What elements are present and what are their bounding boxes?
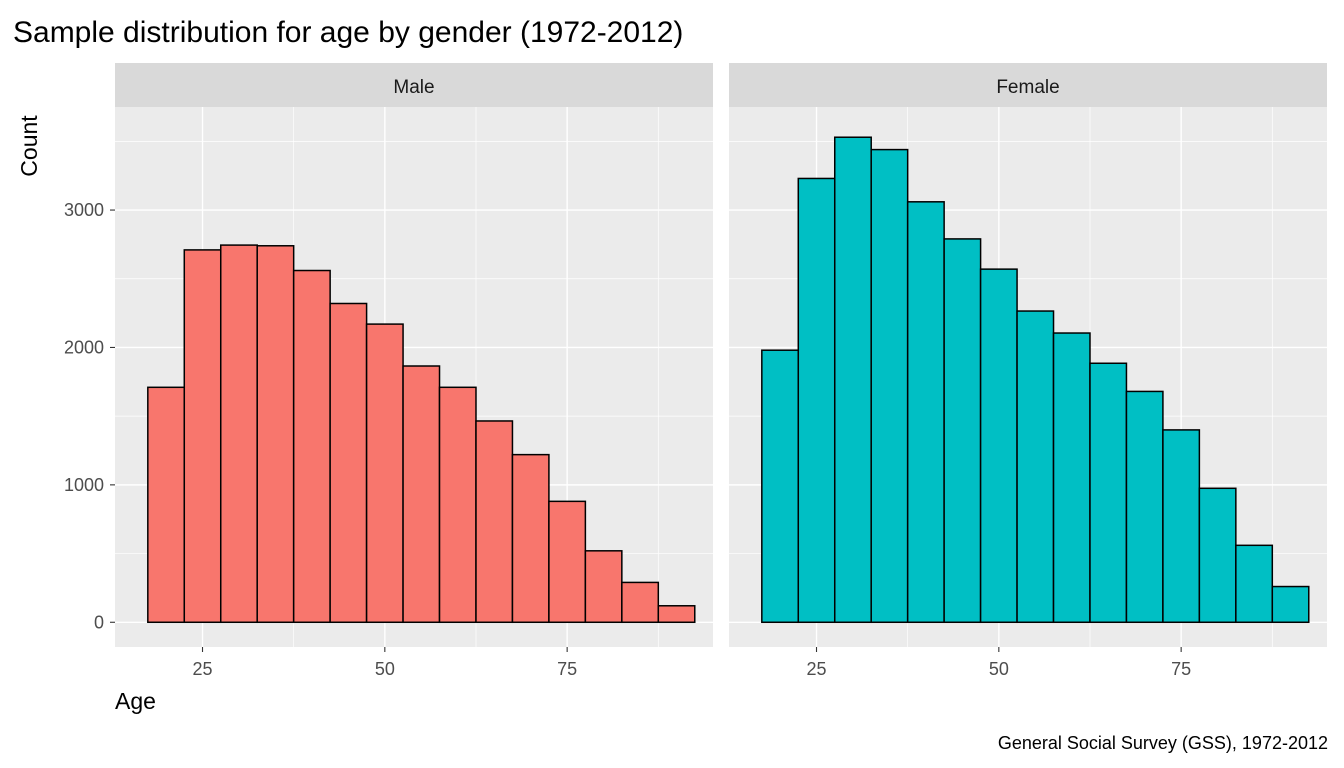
histogram-bar bbox=[511, 453, 550, 624]
histogram-bar bbox=[475, 420, 514, 624]
histogram-bar bbox=[147, 386, 186, 624]
x-tick-label: 25 bbox=[192, 659, 212, 679]
histogram-bar bbox=[761, 349, 800, 624]
histogram-bar bbox=[402, 365, 441, 624]
y-tick-label: 0 bbox=[94, 612, 104, 632]
histogram-bar bbox=[1089, 362, 1128, 624]
histogram-bar bbox=[329, 302, 368, 624]
chart-title: Sample distribution for age by gender (1… bbox=[13, 16, 683, 49]
x-tick-label: 50 bbox=[989, 659, 1009, 679]
y-tick-label: 1000 bbox=[64, 475, 104, 495]
histogram-bar bbox=[292, 269, 331, 624]
y-tick-label: 3000 bbox=[64, 200, 104, 220]
chart-caption: General Social Survey (GSS), 1972-2012 bbox=[998, 733, 1328, 753]
facet-strip bbox=[729, 63, 1327, 107]
histogram-bar bbox=[621, 581, 660, 624]
histogram-bar bbox=[1016, 310, 1055, 624]
histogram-bar bbox=[1162, 429, 1201, 624]
x-axis-title: Age bbox=[115, 688, 156, 714]
histogram-bar bbox=[870, 148, 909, 624]
facet-strip-label: Male bbox=[393, 77, 434, 98]
histogram-bar bbox=[1235, 544, 1274, 624]
histogram-bar bbox=[256, 245, 295, 624]
facet-panel-female: Female 25 50 75 bbox=[729, 63, 1327, 679]
x-tick-label: 25 bbox=[806, 659, 826, 679]
histogram-bar bbox=[584, 550, 623, 624]
histogram-bar bbox=[1052, 332, 1091, 624]
histogram-bar bbox=[833, 136, 872, 624]
histogram-bar bbox=[797, 177, 836, 624]
facet-panel-male: Male 25 50 75 bbox=[115, 63, 713, 679]
histogram-bar bbox=[219, 244, 258, 624]
histogram-bar bbox=[1198, 487, 1237, 624]
histogram-bar bbox=[438, 386, 477, 624]
histogram-bar bbox=[906, 201, 945, 624]
y-axis-title: Count bbox=[16, 115, 42, 177]
x-tick-label: 75 bbox=[557, 659, 577, 679]
facet-strip bbox=[115, 63, 713, 107]
x-tick-label: 50 bbox=[375, 659, 395, 679]
histogram-bar bbox=[943, 238, 982, 624]
y-axis: 0 1000 2000 3000 bbox=[64, 200, 115, 632]
histogram-bar bbox=[365, 323, 404, 624]
facet-strip-label: Female bbox=[996, 77, 1059, 98]
y-tick-label: 2000 bbox=[64, 337, 104, 357]
histogram-bar bbox=[657, 605, 696, 624]
histogram-bar bbox=[548, 500, 587, 624]
histogram-bar bbox=[1125, 390, 1164, 624]
histogram-bar bbox=[979, 268, 1018, 624]
histogram-bar bbox=[183, 249, 222, 624]
x-tick-label: 75 bbox=[1171, 659, 1191, 679]
histogram-bar bbox=[1271, 585, 1310, 624]
